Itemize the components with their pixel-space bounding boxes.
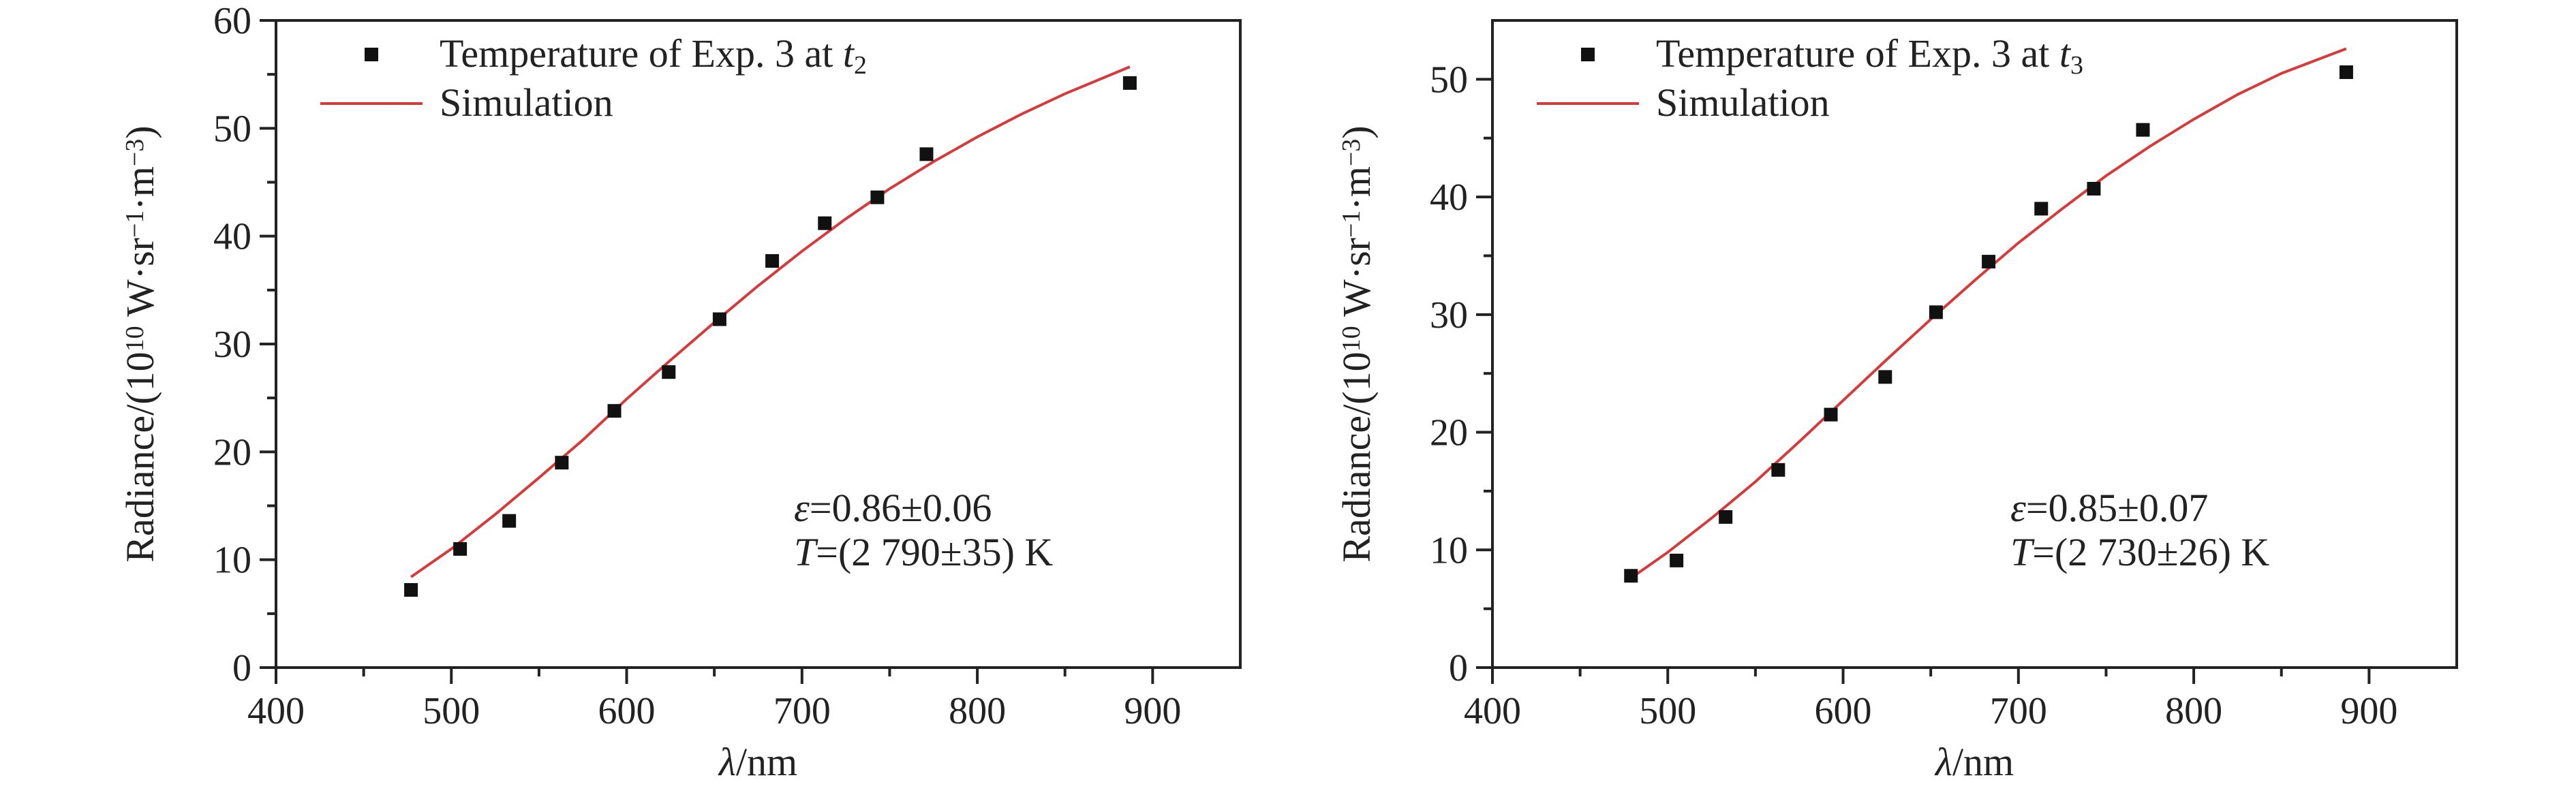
x-axis-symbol: λ [1934, 740, 1952, 784]
data-point [404, 583, 418, 597]
y-axis-label: Radiance/(1010 W·sr−1·m−3) [118, 125, 162, 562]
data-point [870, 190, 885, 204]
data-point [765, 254, 780, 268]
data-point [1670, 553, 1684, 567]
y-axis-label: Radiance/(1010 W·sr−1·m−3) [1334, 125, 1379, 562]
y-axis-close: ) [1334, 125, 1379, 138]
x-tick-label: 800 [949, 690, 1006, 732]
y-tick-label: 60 [213, 0, 251, 42]
x-axis-unit: /nm [1952, 740, 2014, 784]
data-point [662, 365, 676, 379]
x-axis-label: λ/nm [718, 740, 797, 784]
simulation-line [1630, 47, 2347, 580]
data-point [1771, 463, 1785, 477]
y-tick-label: 10 [1430, 529, 1468, 572]
data-point [453, 542, 467, 556]
data-point [1824, 407, 1838, 422]
y-axis-unit: W·sr [118, 238, 162, 326]
y-tick-label: 30 [213, 324, 251, 366]
x-tick-label: 400 [1464, 690, 1521, 732]
data-point [502, 514, 517, 528]
y-axis-unit: W·sr [1334, 238, 1379, 326]
x-tick-label: 700 [773, 690, 831, 732]
data-point [2087, 182, 2101, 196]
y-tick-label: 20 [1430, 412, 1468, 454]
y-tick-label: 40 [213, 216, 251, 258]
y-axis-dot-m: ·m [118, 166, 162, 210]
legend-line-label: Simulation [1656, 80, 1830, 125]
x-tick-label: 500 [1639, 690, 1696, 732]
data-point [1982, 255, 1996, 269]
data-point [1878, 370, 1892, 384]
y-tick-label: 50 [1430, 59, 1468, 101]
data-point [1122, 76, 1137, 90]
x-tick-label: 900 [1124, 690, 1181, 732]
y-axis-exp1: −1 [1337, 210, 1366, 238]
data-point [712, 312, 726, 326]
legend-point-marker [365, 48, 378, 61]
plot-frame [1491, 19, 2458, 669]
x-tick-label: 700 [1990, 690, 2047, 732]
data-point [919, 147, 934, 161]
y-axis-exp10: 10 [1337, 326, 1366, 351]
x-tick-label: 900 [2340, 690, 2397, 732]
x-tick-label: 800 [2165, 690, 2222, 732]
y-tick-label: 0 [1449, 647, 1468, 689]
simulation-line [410, 65, 1131, 578]
y-axis-dot-m: ·m [1334, 166, 1379, 210]
chart-right: 400 500 600 700 800 900 0 10 20 30 40 50 λ/nm Radianc… [1334, 19, 2458, 784]
emissivity-annotation: ε=0.85±0.07 [2010, 486, 2208, 530]
temperature-annotation: T=(2 790±35) K [794, 530, 1053, 574]
y-axis-exp1: −1 [121, 210, 149, 238]
emissivity-annotation: ε=0.86±0.06 [794, 486, 992, 530]
chart-left: 400 500 600 700 800 900 0 10 20 30 40 50 60 λ/nm Radia… [118, 0, 1242, 784]
x-tick-label: 600 [1815, 690, 1872, 732]
y-tick-label: 20 [213, 431, 251, 473]
legend-line-label: Simulation [440, 80, 613, 125]
y-axis-label-base: Radiance/(10 [1334, 351, 1379, 562]
x-tick-label: 600 [598, 690, 656, 732]
legend-points-label: Temperature of Exp. 3 at t2 [440, 31, 867, 80]
data-point [555, 456, 569, 470]
x-tick-label: 400 [247, 690, 305, 732]
data-point [818, 216, 832, 230]
y-tick-label: 10 [213, 540, 251, 582]
data-point [2339, 65, 2353, 79]
x-axis-unit: /nm [736, 740, 797, 784]
y-tick-label: 30 [1430, 294, 1468, 337]
legend-points-label: Temperature of Exp. 3 at t3 [1656, 31, 2083, 80]
y-axis-exp3: −3 [1337, 139, 1366, 166]
data-point [1929, 305, 1943, 319]
data-point [2136, 123, 2150, 137]
data-point [2034, 202, 2049, 216]
temperature-annotation: T=(2 730±26) K [2010, 530, 2269, 574]
data-point [1719, 510, 1733, 524]
x-axis-label: λ/nm [1934, 740, 2014, 784]
y-axis-label-base: Radiance/(10 [118, 351, 162, 562]
y-tick-label: 40 [1430, 176, 1468, 219]
data-point [1624, 569, 1638, 583]
y-axis-exp10: 10 [121, 326, 149, 351]
y-axis-exp3: −3 [121, 139, 149, 166]
y-tick-label: 0 [232, 647, 251, 689]
legend-point-marker [1581, 48, 1595, 61]
x-tick-label: 500 [423, 690, 480, 732]
y-tick-label: 50 [213, 108, 251, 150]
y-axis-close: ) [118, 125, 162, 138]
x-axis-symbol: λ [718, 740, 736, 784]
data-point [607, 404, 622, 418]
